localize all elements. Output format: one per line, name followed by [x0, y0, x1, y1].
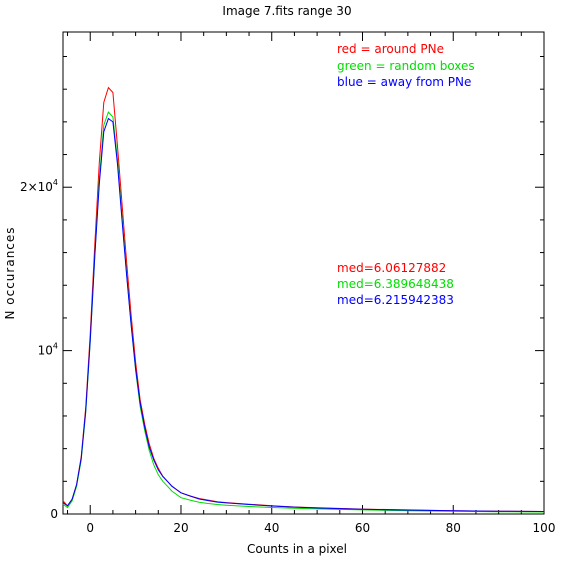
plot-frame [62, 31, 545, 515]
median-red: med=6.06127882 [337, 261, 446, 275]
x-tick-label: 80 [446, 521, 461, 535]
x-tick-label: 40 [264, 521, 279, 535]
median-blue: med=6.215942383 [337, 293, 454, 307]
legend-entry-green: green = random boxes [337, 59, 475, 73]
y-tick-label: 0 [50, 507, 58, 521]
series-line-green [62, 111, 545, 513]
series-line-red [62, 86, 545, 512]
x-axis: 0 20 40 60 80 100 [67, 32, 556, 535]
x-tick-label: 20 [173, 521, 188, 535]
y-tick-label: 104 [38, 342, 58, 358]
y-tick-label: 2×104 [20, 178, 58, 194]
chart-title: Image 7.fits range 30 [222, 4, 351, 18]
x-axis-label: Counts in a pixel [247, 542, 347, 556]
legend-entry-red: red = around PNe [337, 42, 444, 56]
x-tick-label: 100 [533, 521, 556, 535]
legend: red = around PNe green = random boxes bl… [337, 42, 475, 89]
x-tick-label: 60 [355, 521, 370, 535]
y-axis-label: N occurances [3, 226, 17, 319]
legend-entry-blue: blue = away from PNe [337, 75, 471, 89]
x-tick-label: 0 [86, 521, 94, 535]
median-green: med=6.389648438 [337, 277, 454, 291]
y-axis: 0 104 2×104 [20, 56, 544, 521]
median-annotations: med=6.06127882 med=6.389648438 med=6.215… [337, 261, 454, 307]
series-layer [62, 86, 545, 513]
series-line-blue [62, 117, 545, 512]
